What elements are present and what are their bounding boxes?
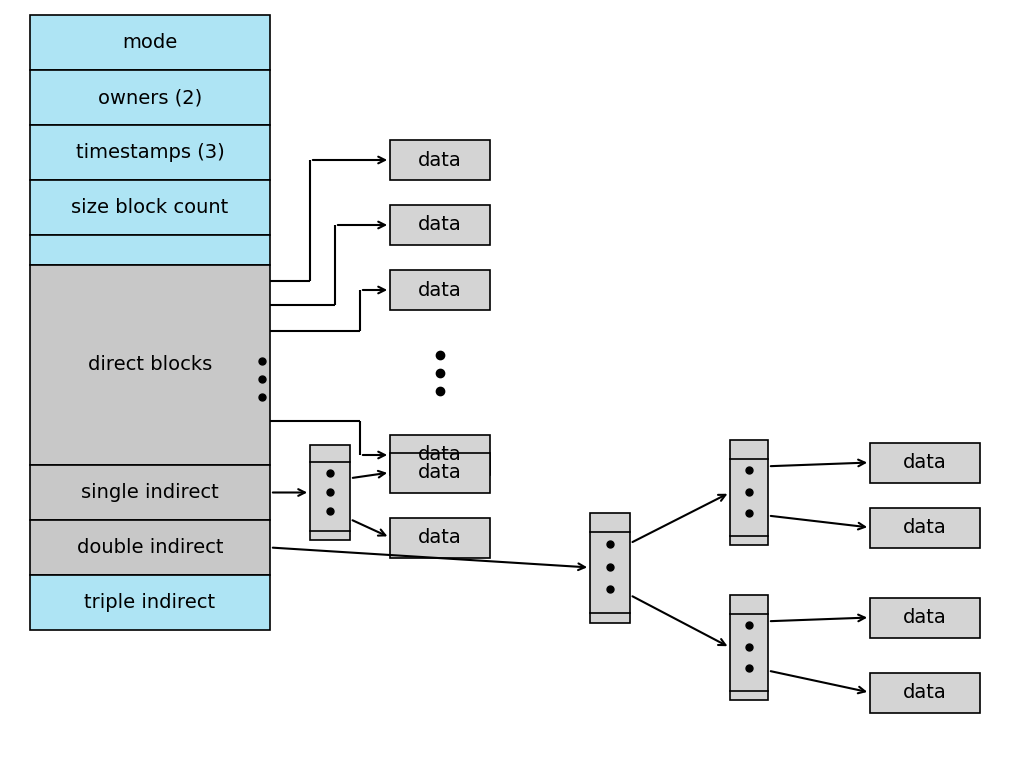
Text: data: data [418, 151, 462, 169]
Bar [590, 512, 630, 622]
Bar [390, 518, 490, 558]
Text: data: data [418, 445, 462, 464]
Text: data: data [903, 518, 947, 537]
Bar [30, 125, 270, 180]
Bar [30, 180, 270, 235]
Text: single indirect: single indirect [81, 483, 219, 502]
Text: data: data [418, 215, 462, 235]
Bar [30, 70, 270, 125]
Text: timestamps (3): timestamps (3) [76, 143, 224, 162]
Bar [30, 15, 270, 70]
Bar [390, 435, 490, 475]
Text: data: data [418, 463, 462, 482]
Text: data: data [903, 453, 947, 472]
Bar [30, 465, 270, 520]
Bar [870, 673, 980, 713]
Bar [390, 452, 490, 492]
Bar [870, 508, 980, 548]
Bar [390, 205, 490, 245]
Bar [730, 595, 768, 700]
Bar [30, 520, 270, 575]
Bar [870, 598, 980, 638]
Text: double indirect: double indirect [77, 538, 223, 557]
Text: size block count: size block count [72, 198, 228, 217]
Text: data: data [418, 528, 462, 547]
Text: data: data [903, 683, 947, 702]
Text: mode: mode [123, 33, 177, 52]
Text: data: data [418, 281, 462, 299]
Bar [870, 442, 980, 482]
Bar [30, 575, 270, 630]
Bar [390, 140, 490, 180]
Bar [730, 440, 768, 545]
Text: direct blocks: direct blocks [88, 355, 212, 375]
Text: triple indirect: triple indirect [84, 593, 216, 612]
Bar [390, 270, 490, 310]
Text: owners (2): owners (2) [98, 88, 202, 107]
Bar [30, 235, 270, 265]
Bar [310, 445, 350, 540]
Bar [30, 265, 270, 465]
Text: data: data [903, 608, 947, 627]
